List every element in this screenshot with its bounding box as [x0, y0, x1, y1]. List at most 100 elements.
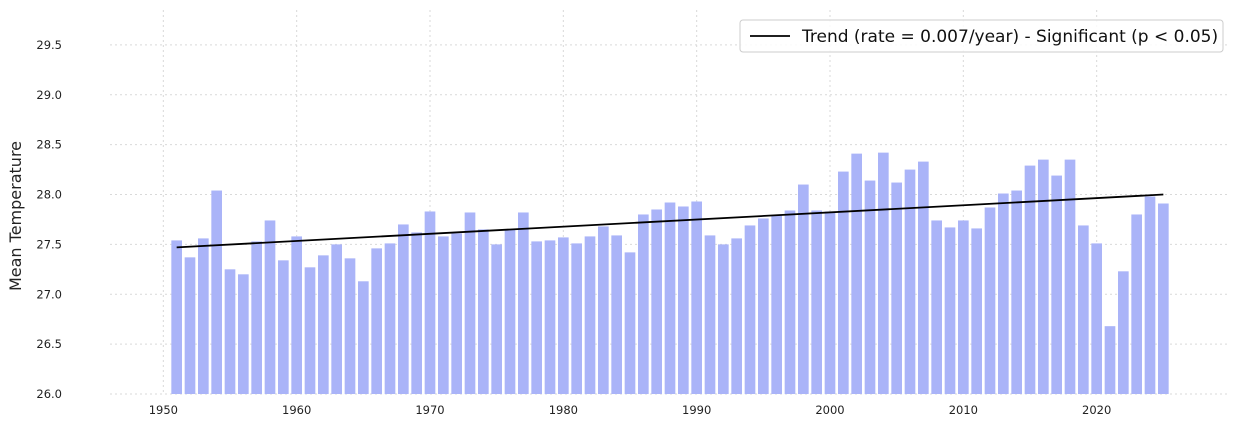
- y-tick-label: 28.5: [36, 138, 62, 152]
- legend-trend-label: Trend (rate = 0.007/year) - Significant …: [801, 27, 1218, 47]
- x-tick-label: 1970: [415, 403, 444, 417]
- bar-2015: [1024, 165, 1036, 394]
- bar-1964: [344, 258, 356, 394]
- bar-1962: [318, 255, 329, 394]
- bar-1993: [731, 238, 742, 394]
- bar-1956: [238, 274, 249, 394]
- bar-2022: [1118, 271, 1129, 394]
- y-tick-label: 27.5: [36, 237, 62, 251]
- bar-1987: [651, 209, 662, 394]
- bar-1973: [464, 212, 476, 394]
- bar-2001: [838, 171, 849, 394]
- x-tick-label: 2000: [815, 403, 844, 417]
- bar-2016: [1038, 159, 1049, 394]
- bar-2019: [1078, 225, 1089, 394]
- legend-box: [739, 19, 1224, 53]
- bar-2023: [1131, 214, 1142, 394]
- x-tick-label: 1950: [149, 403, 178, 417]
- bar-1968: [398, 224, 409, 394]
- bars: [171, 152, 1169, 394]
- bar-1991: [704, 235, 716, 394]
- bar-1958: [264, 220, 276, 394]
- bar-1960: [291, 236, 302, 394]
- bar-1965: [358, 281, 369, 394]
- bar-2014: [1011, 190, 1022, 394]
- bar-1966: [371, 248, 382, 394]
- bar-1999: [811, 210, 822, 394]
- bar-2020: [1091, 243, 1102, 394]
- bar-1996: [771, 215, 782, 394]
- y-tick-label: 26.5: [36, 337, 62, 351]
- bar-2005: [891, 182, 902, 394]
- x-tick-label: 1990: [682, 403, 711, 417]
- bar-1979: [544, 240, 556, 394]
- bar-2021: [1104, 326, 1116, 394]
- bar-1974: [478, 229, 489, 394]
- x-tick-label: 2010: [949, 403, 978, 417]
- bar-1957: [251, 241, 262, 394]
- bar-1995: [758, 218, 769, 394]
- bar-1971: [438, 236, 449, 394]
- bar-1990: [691, 201, 702, 394]
- bar-1970: [424, 211, 436, 394]
- bar-1951: [171, 240, 182, 394]
- trend-line: [176, 193, 1164, 249]
- y-tick-label: 27.0: [36, 287, 62, 301]
- bar-2006: [904, 169, 916, 394]
- bar-1992: [718, 244, 729, 394]
- x-tick-labels: 1950 1960 1970 1980 1990 2000 2010 2020: [149, 403, 1112, 417]
- bar-1955: [224, 269, 236, 394]
- y-tick-labels: 26.0 26.5 27.0 27.5 28.0 28.5 29.0 29.5: [36, 38, 62, 401]
- bar-2017: [1051, 175, 1062, 394]
- bar-2010: [958, 220, 969, 394]
- x-tick-label: 1980: [549, 403, 578, 417]
- bar-2007: [918, 161, 929, 394]
- bar-1952: [184, 257, 196, 394]
- bar-1998: [798, 184, 809, 394]
- bar-1967: [384, 243, 396, 394]
- bar-1978: [531, 241, 542, 394]
- bar-2004: [878, 152, 889, 394]
- bar-1977: [518, 212, 529, 394]
- bar-2025: [1158, 203, 1169, 394]
- y-axis-label: Mean Temperature: [6, 141, 25, 291]
- bar-1980: [558, 237, 569, 394]
- bar-2024: [1144, 196, 1156, 394]
- bar-1982: [584, 236, 596, 394]
- bar-1976: [504, 229, 516, 394]
- bar-1981: [571, 243, 582, 394]
- bar-2011: [971, 228, 982, 394]
- bar-1959: [278, 260, 289, 394]
- y-tick-label: 29.0: [36, 88, 62, 102]
- bar-1975: [491, 244, 502, 394]
- y-tick-label: 26.0: [36, 387, 62, 401]
- y-tick-label: 28.0: [36, 188, 62, 202]
- bar-1994: [744, 225, 756, 394]
- bar-2002: [851, 153, 862, 394]
- bar-1985: [624, 252, 636, 394]
- bar-1963: [331, 244, 342, 394]
- bar-2008: [931, 220, 942, 394]
- bar-2018: [1064, 159, 1076, 394]
- bar-2003: [864, 180, 876, 394]
- legend: Trend (rate = 0.007/year) - Significant …: [739, 19, 1224, 53]
- bar-1969: [411, 232, 422, 394]
- x-tick-label: 1960: [282, 403, 311, 417]
- bar-1953: [198, 238, 209, 394]
- bar-1983: [598, 226, 609, 394]
- y-tick-label: 29.5: [36, 38, 62, 52]
- bar-1972: [451, 233, 462, 394]
- bar-1954: [211, 190, 222, 394]
- bar-2012: [984, 207, 996, 394]
- x-tick-label: 2020: [1082, 403, 1111, 417]
- bar-2013: [998, 193, 1009, 394]
- bar-1986: [638, 214, 649, 394]
- bar-1961: [304, 267, 316, 394]
- bar-1988: [664, 202, 676, 394]
- bar-2000: [824, 211, 836, 394]
- bar-1984: [611, 235, 622, 394]
- bar-1989: [678, 206, 689, 394]
- bar-2009: [944, 227, 956, 394]
- bar-1997: [784, 210, 796, 394]
